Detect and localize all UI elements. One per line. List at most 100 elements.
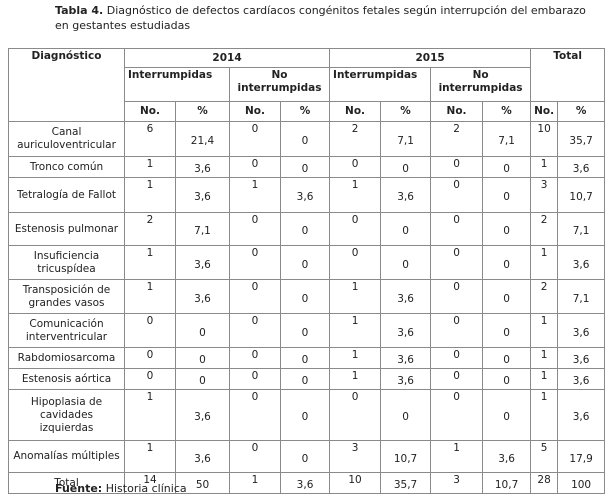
table-cell: 0 [329, 389, 382, 441]
table-row: Tetralogía de Fallot 1 3,6 1 3,6 1 3,6 0 0 3 10,7 [8, 177, 606, 213]
table-cell: 21,4 [175, 121, 230, 157]
table-cell: 0 [229, 212, 281, 246]
table-cell: 3,6 [175, 156, 230, 178]
table-cell: 7,1 [557, 279, 606, 314]
caption-text: Diagnóstico de defectos cardíacos congén… [55, 4, 586, 32]
table-cell: 0 [482, 177, 532, 213]
header-cell: Diagnóstico [8, 48, 125, 122]
row-label: Comunicación interventricular [8, 313, 125, 348]
table-cell: 0 [430, 156, 484, 178]
table-cell: 50 [175, 472, 230, 494]
header-cell: Interrumpidas [329, 67, 432, 102]
table-cell: 3 [329, 440, 382, 473]
table-cell: 3,6 [380, 368, 432, 390]
table-cell: 0 [175, 368, 230, 390]
table-row: Total 14 50 1 3,6 10 35,7 3 10,7 28 100 [8, 472, 606, 494]
table-cell: 1 [530, 368, 559, 390]
table-cell: 3,6 [380, 313, 432, 348]
table-cell: 0 [482, 389, 532, 441]
table-cell: 0 [380, 156, 432, 178]
table-cell: 3,6 [557, 368, 606, 390]
table-cell: 0 [482, 279, 532, 314]
table-row: Anomalías múltiples 1 3,6 0 0 3 10,7 1 3,6 5 17,9 [8, 440, 606, 473]
table-cell: 0 [175, 347, 230, 369]
table-cell: 3,6 [175, 245, 230, 280]
table-cell: 0 [329, 245, 382, 280]
header-cell: Interrumpidas [124, 67, 230, 102]
table-cell: 0 [279, 156, 331, 178]
header-cell: % [482, 101, 532, 122]
header-cell: % [279, 101, 331, 122]
footer-text: Historia clínica [105, 482, 187, 495]
row-label: Estenosis pulmonar [8, 212, 125, 246]
table-cell: 10 [530, 121, 559, 157]
table-cell: 0 [229, 389, 281, 441]
table-cell: 0 [279, 389, 331, 441]
table-cell: 0 [229, 347, 281, 369]
table-cell: 1 [530, 313, 559, 348]
table-row: Estenosis pulmonar 2 7,1 0 0 0 0 0 0 2 7,1 [8, 212, 606, 246]
table-cell: 0 [279, 121, 331, 157]
table-row: Tronco común 1 3,6 0 0 0 0 0 0 1 3,6 [8, 156, 606, 178]
table-cell: 1 [329, 279, 382, 314]
table-cell: 1 [124, 440, 176, 473]
row-label: Insuficiencia tricuspídea [8, 245, 125, 280]
table-cell: 1 [124, 389, 176, 441]
table-cell: 3,6 [380, 279, 432, 314]
table-row: Transposición de grandes vasos 1 3,6 0 0 1 3,6… [8, 279, 606, 314]
table-cell: 1 [329, 368, 382, 390]
table-cell: 2 [329, 121, 382, 157]
table-cell: 0 [430, 313, 484, 348]
table-cell: 7,1 [380, 121, 432, 157]
table-cell: 1 [530, 389, 559, 441]
table-cell: 0 [279, 212, 331, 246]
table-cell: 1 [530, 156, 559, 178]
row-label: Total [8, 472, 125, 494]
table-cell: 0 [279, 279, 331, 314]
table-cell: 35,7 [380, 472, 432, 494]
table-cell: 0 [279, 368, 331, 390]
table-cell: 0 [380, 389, 432, 441]
table-cell: 3,6 [557, 389, 606, 441]
table-row: Rabdomiosarcoma 0 0 0 0 1 3,6 0 0 1 3,6 [8, 347, 606, 369]
table-cell: 35,7 [557, 121, 606, 157]
table-cell: 3 [430, 472, 484, 494]
table-cell: 3,6 [175, 279, 230, 314]
table-cell: 3,6 [279, 472, 331, 494]
header-cell: No. [229, 101, 281, 122]
table-cell: 0 [430, 368, 484, 390]
row-label: Rabdomiosarcoma [8, 347, 125, 369]
header-cell: 2015 [329, 48, 532, 68]
footer: Fuente: Historia clínica [55, 482, 187, 495]
table-cell: 0 [229, 279, 281, 314]
table-cell: 3,6 [557, 156, 606, 178]
table-cell: 1 [124, 156, 176, 178]
header-cell: Total [530, 48, 606, 102]
table-cell: 0 [175, 313, 230, 348]
header-cell: No. [430, 101, 484, 122]
table-cell: 0 [430, 389, 484, 441]
table-cell: 3,6 [175, 440, 230, 473]
table-cell: 1 [329, 313, 382, 348]
table-cell: 0 [124, 313, 176, 348]
row-label: Transposición de grandes vasos [8, 279, 125, 314]
header-cell: No interrumpidas [228, 67, 331, 102]
row-label: Canal auriculoventricular [8, 121, 125, 157]
table-cell: 1 [124, 245, 176, 280]
table-cell: 7,1 [175, 212, 230, 246]
table-cell: 0 [279, 347, 331, 369]
table-cell: 3,6 [380, 347, 432, 369]
table-cell: 0 [279, 313, 331, 348]
table-cell: 0 [430, 212, 484, 246]
header-cell: No. [530, 101, 559, 122]
table-row: Canal auriculoventricular 6 21,4 0 0 2 7,1 2 7,1… [8, 121, 606, 157]
table-cell: 1 [124, 279, 176, 314]
table-row: Estenosis aórtica 0 0 0 0 1 3,6 0 0 1 3,6 [8, 368, 606, 390]
table-cell: 2 [430, 121, 484, 157]
row-label: Anomalías múltiples [8, 440, 125, 473]
table-cell: 10,7 [557, 177, 606, 213]
table-cell: 1 [229, 177, 281, 213]
header-cell: No. [124, 101, 176, 122]
table-cell: 0 [329, 212, 382, 246]
